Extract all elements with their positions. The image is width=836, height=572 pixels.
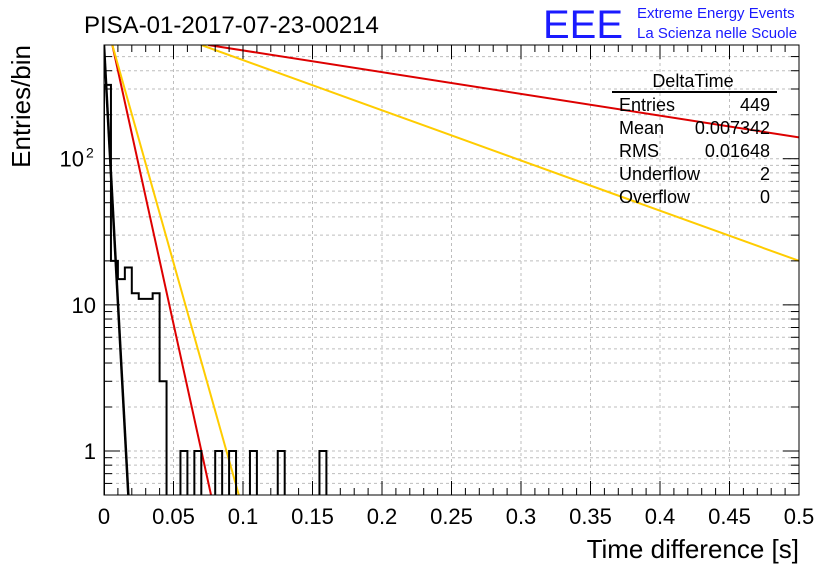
fit-line [200,45,799,262]
stats-value: 449 [740,95,770,115]
histogram-bars [104,83,328,495]
x-tick-label: 0.25 [430,504,473,529]
x-tick-label: 0.05 [152,504,195,529]
stats-value: 0.007342 [695,118,770,138]
stats-value: 0.01648 [705,141,770,161]
x-tick-label: 0.15 [291,504,334,529]
stats-value: 2 [760,164,770,184]
fit-line [111,45,213,495]
x-tick-label: 0.45 [708,504,751,529]
logo-line-1: Extreme Energy Events [637,5,795,22]
x-tick-label: 0.2 [367,504,398,529]
logo-line-2: La Scienza nelle Scuole [637,25,797,42]
stats-label: Entries [619,95,675,115]
y-axis-label: Entries/bin [6,45,36,168]
fit-lines [104,45,799,495]
y-tick-label: 10 [72,293,96,318]
x-tick-label: 0.3 [506,504,537,529]
eee-logo: EEE Extreme Energy Events La Scienza nel… [543,3,797,47]
y-tick-label-exponent: 2 [86,145,94,161]
fit-line [104,45,130,495]
stats-box-title: DeltaTime [652,71,733,91]
y-tick-label: 1 [84,439,96,464]
x-tick-label: 0.35 [569,504,612,529]
chart-title: PISA-01-2017-07-23-00214 [84,12,379,39]
fit-line [208,45,799,139]
stats-label: Overflow [619,187,691,207]
y-tick-label: 10 [60,147,84,172]
stats-box: DeltaTime Entries 449 Mean 0.007342 RMS 0.016… [612,71,777,207]
stats-label: RMS [619,141,659,161]
fit-line [111,45,240,495]
x-axis-label: Time difference [s] [587,534,799,564]
x-tick-label: 0.5 [784,504,815,529]
x-tick-label: 0 [98,504,110,529]
logo-mark: EEE [543,3,623,47]
grid-lines [104,45,799,495]
x-tick-label: 0.1 [228,504,259,529]
x-tick-label: 0.4 [645,504,676,529]
stats-value: 0 [760,187,770,207]
histogram-outline [104,83,328,495]
stats-label: Underflow [619,164,701,184]
stats-label: Mean [619,118,664,138]
axis-ticks: 0 0.05 0.1 0.15 0.2 0.25 0.3 0.35 0.4 0.45 0.5 1 10 1… [60,45,815,529]
